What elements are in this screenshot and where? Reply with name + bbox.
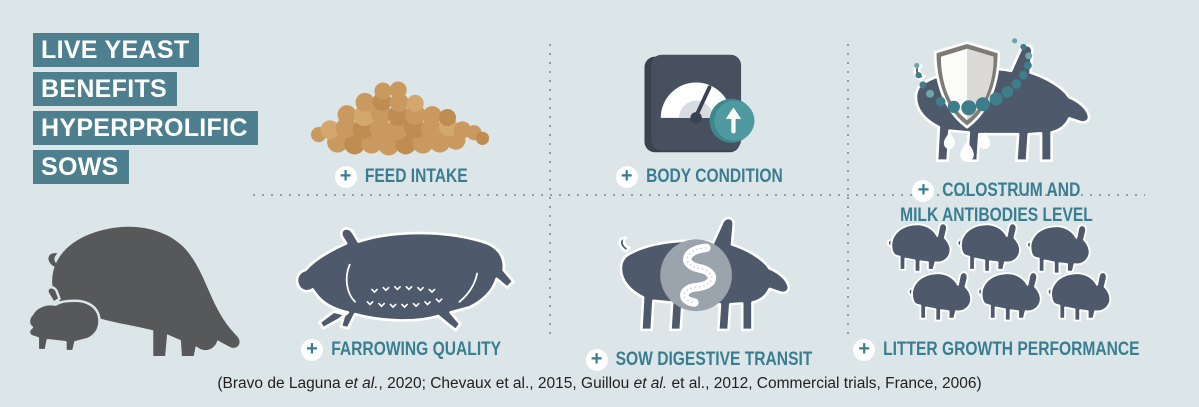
pig-intestine-icon (617, 216, 790, 332)
grazing-sow-icon (27, 226, 240, 356)
benefit-label-text: FEED INTAKE (364, 165, 468, 187)
plus-icon: + (334, 165, 357, 188)
citation-segment-italic: et al. (633, 375, 668, 392)
benefit-farrowing-quality: + FARROWING QUALITY (252, 205, 550, 363)
benefit-label: + SOW DIGESTIVE TRANSIT (585, 348, 813, 373)
vertical-dotted-divider-2 (847, 44, 849, 337)
benefit-label-text: BODY CONDITION (645, 165, 783, 187)
piglets-icon (886, 222, 1112, 322)
citation-segment: et al., 2012, Commercial trials, France,… (667, 375, 982, 392)
sow-piglet-silhouette (26, 208, 248, 361)
plus-icon: + (301, 338, 324, 361)
plus-icon: + (585, 348, 608, 371)
benefit-body-condition: + BODY CONDITION (550, 32, 848, 190)
benefit-label-text: COLOSTRUM AND (942, 179, 1081, 201)
benefit-label-text-line2: MILK ANTIBODIES LEVEL (900, 204, 1093, 226)
plus-icon: + (615, 165, 638, 188)
benefit-label: + LITTER GROWTH PERFORMANCE (853, 338, 1140, 363)
benefit-colostrum-milk-antibodies: + COLOSTRUM AND MILK ANTIBODIES LEVEL (848, 32, 1145, 226)
pig-shield-icon (912, 38, 1090, 162)
weight-scale-icon (644, 54, 755, 153)
benefit-label: + COLOSTRUM AND MILK ANTIBODIES LEVEL (900, 179, 1093, 229)
benefit-litter-growth-performance: + LITTER GROWTH PERFORMANCE (848, 205, 1145, 363)
benefit-label: + FEED INTAKE (334, 165, 468, 190)
citation-segment-italic: et al. (344, 375, 379, 392)
plus-icon: + (912, 179, 935, 202)
plus-icon: + (853, 338, 876, 361)
lying-sow-icon (295, 227, 515, 332)
benefit-label-text: LITTER GROWTH PERFORMANCE (883, 338, 1140, 360)
citation: (Bravo de Laguna et al., 2020; Chevaux e… (0, 375, 1199, 393)
feed-pellets-icon (311, 81, 490, 156)
page-title: LIVE YEAST BENEFITS HYPERPROLIFIC SOWS (33, 33, 258, 184)
vertical-dotted-divider-1 (549, 44, 551, 337)
horizontal-dotted-divider (253, 194, 1145, 196)
title-line-2: BENEFITS (33, 72, 178, 106)
benefit-label-text: SOW DIGESTIVE TRANSIT (615, 348, 813, 370)
title-line-4: SOWS (33, 150, 129, 184)
citation-segment: , 2020; Chevaux et al., 2015, Guillou (378, 375, 634, 392)
benefit-label: + BODY CONDITION (615, 165, 783, 190)
benefit-sow-digestive-transit: + SOW DIGESTIVE TRANSIT (550, 205, 848, 371)
benefit-feed-intake: + FEED INTAKE (252, 32, 550, 190)
benefit-label-text: FARROWING QUALITY (331, 338, 501, 360)
title-line-1: LIVE YEAST (33, 33, 200, 67)
citation-segment: (Bravo de Laguna (217, 375, 345, 392)
title-line-3: HYPERPROLIFIC (33, 111, 258, 145)
benefit-label: + FARROWING QUALITY (301, 338, 501, 363)
